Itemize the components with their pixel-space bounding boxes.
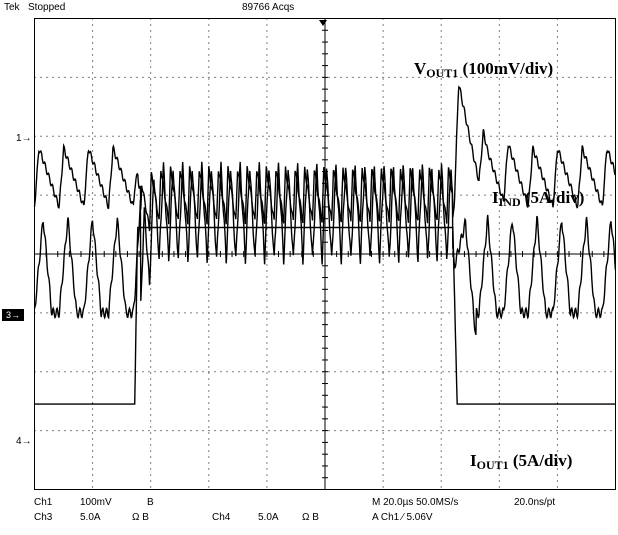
brand-label: Tek <box>4 2 20 13</box>
channel-4-marker: 4→ <box>16 436 32 447</box>
graticule-grid <box>34 18 616 490</box>
ch1-bandwidth: B <box>147 497 154 508</box>
iout-annotation: IOUT1 (5A/div) <box>470 451 572 472</box>
trace-ch1 <box>33 85 616 232</box>
vout-annotation: VOUT1 (100mV/div) <box>414 59 553 80</box>
channel-1-marker: 1→ <box>16 133 32 144</box>
acquisition-state: Stopped <box>28 2 66 13</box>
ch3-scale: 5.0A <box>80 512 101 523</box>
sample-interval: 20.0ns/pt <box>514 497 556 508</box>
acquisition-count: 89766 Acqs <box>242 2 295 13</box>
trace-ch4 <box>34 226 616 405</box>
waveform-traces <box>33 85 617 405</box>
ch3-label: Ch3 <box>34 512 53 523</box>
ch1-scale: 100mV <box>80 497 112 508</box>
ch1-label: Ch1 <box>34 497 53 508</box>
timebase-readout: M 20.0µs 50.0MS/s <box>372 497 459 508</box>
channel-3-marker: 3→ <box>2 309 24 321</box>
ch3-bandwidth: Ω B <box>132 512 149 523</box>
ch4-bandwidth: Ω B <box>302 512 319 523</box>
iind-annotation: IIND (5A/div) <box>492 188 584 209</box>
trigger-position-marker <box>319 20 327 26</box>
trigger-readout: A Ch1 ∕ 5.06V <box>372 512 433 523</box>
ch4-label: Ch4 <box>212 512 231 523</box>
ch4-scale: 5.0A <box>258 512 279 523</box>
trace-ch3 <box>33 161 617 335</box>
